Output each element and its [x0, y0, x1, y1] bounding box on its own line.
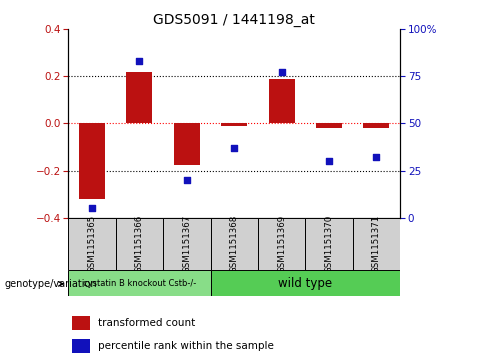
Bar — [258, 218, 305, 270]
Text: GSM1151366: GSM1151366 — [135, 215, 144, 273]
Point — [230, 145, 238, 151]
Text: percentile rank within the sample: percentile rank within the sample — [98, 341, 274, 351]
Point — [88, 205, 96, 211]
Point — [372, 155, 380, 160]
Bar — [353, 218, 400, 270]
Bar — [268, 78, 295, 123]
Point — [325, 158, 333, 164]
Bar — [305, 218, 353, 270]
Bar — [221, 123, 247, 126]
Bar — [210, 218, 258, 270]
Bar — [210, 270, 400, 296]
Text: GSM1151368: GSM1151368 — [230, 215, 239, 273]
Bar — [126, 72, 152, 123]
Text: GSM1151369: GSM1151369 — [277, 215, 286, 273]
Text: GSM1151367: GSM1151367 — [183, 215, 191, 273]
Text: wild type: wild type — [278, 277, 332, 290]
Bar — [72, 316, 90, 330]
Bar — [79, 123, 105, 199]
Bar — [316, 123, 342, 128]
Point — [278, 70, 285, 76]
Point — [136, 58, 143, 64]
Title: GDS5091 / 1441198_at: GDS5091 / 1441198_at — [153, 13, 315, 26]
Bar — [68, 270, 210, 296]
Point — [183, 177, 191, 183]
Bar — [116, 218, 163, 270]
Text: transformed count: transformed count — [98, 318, 195, 328]
Bar — [163, 218, 210, 270]
Bar — [174, 123, 200, 165]
Bar — [364, 123, 389, 128]
Bar — [72, 339, 90, 353]
Text: GSM1151365: GSM1151365 — [87, 215, 97, 273]
Text: genotype/variation: genotype/variation — [5, 279, 98, 289]
Text: GSM1151371: GSM1151371 — [372, 215, 381, 273]
Text: GSM1151370: GSM1151370 — [325, 215, 334, 273]
Text: cystatin B knockout Cstb-/-: cystatin B knockout Cstb-/- — [83, 279, 196, 287]
Bar — [68, 218, 116, 270]
